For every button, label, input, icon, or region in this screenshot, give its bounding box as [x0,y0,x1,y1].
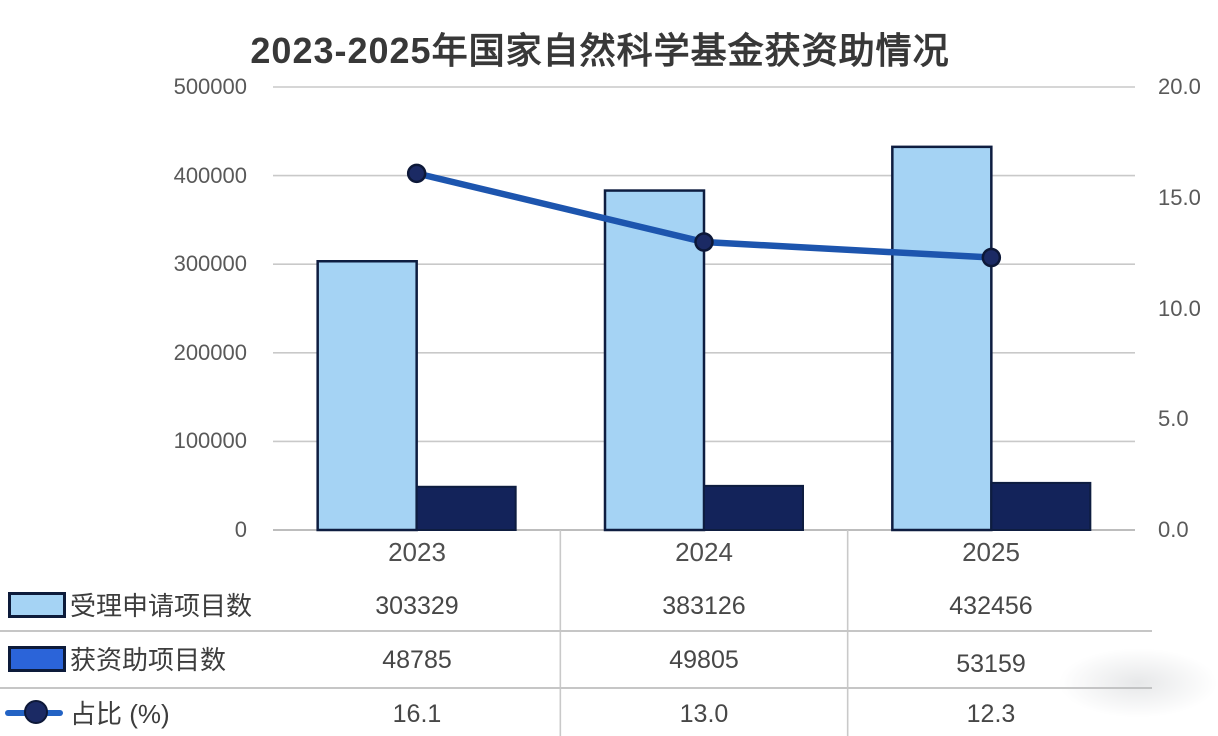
bar-funded-2023 [415,485,517,531]
table-cell-applications-2024: 383126 [662,592,746,620]
bar-funded-2024 [703,484,804,532]
legend-ratio-marker-icon [24,700,48,724]
table-cell-funded-2025: 53159 [956,650,1026,678]
left-axis-tick: 0 [234,517,247,542]
legend-applications-swatch-icon [8,592,66,618]
legend-applications-label: 受理申请项目数 [70,591,253,621]
legend-funded-label: 获资助项目数 [70,645,227,675]
x-axis-label-2023: 2023 [388,537,446,567]
left-axis-tick: 500000 [173,74,247,99]
legend-funded-swatch-icon [8,646,66,672]
legend-ratio-label: 占比 (%) [70,699,170,729]
table-row-divider [0,687,1152,689]
table-cell-ratio-2025: 12.3 [966,700,1016,728]
bar-funded-2025 [990,481,1092,531]
bar-applications-2023 [316,260,418,532]
table-cell-ratio-2023: 16.1 [392,700,442,728]
table-cell-applications-2025: 432456 [949,592,1033,620]
bar-applications-2025 [891,145,993,532]
right-axis-tick: 0.0 [1158,517,1189,542]
table-cell-applications-2023: 303329 [375,592,459,620]
table-cell-funded-2024: 49805 [669,646,739,674]
right-axis-tick: 15.0 [1158,184,1201,210]
x-axis-label-2025: 2025 [962,537,1020,567]
left-axis-tick: 400000 [173,162,247,188]
right-axis-tick: 20.0 [1158,74,1201,99]
ratio-marker-2025 [981,247,1002,268]
left-axis-tick: 100000 [173,428,247,454]
chart-title: 2023-2025年国家自然科学基金获资助情况 [250,30,950,71]
x-axis-label-2024: 2024 [675,537,733,567]
left-axis-tick: 300000 [173,251,247,277]
table-row-divider [0,630,1152,632]
table-cell-funded-2023: 48785 [382,646,452,674]
watermark-smudge [1058,648,1218,718]
bar-applications-2024 [603,189,706,532]
right-axis-tick: 5.0 [1158,406,1189,432]
ratio-marker-2023 [406,163,427,184]
ratio-marker-2024 [694,232,714,252]
left-axis-tick: 200000 [173,339,247,365]
right-axis-tick: 10.0 [1158,295,1201,321]
table-cell-ratio-2024: 13.0 [679,700,729,728]
